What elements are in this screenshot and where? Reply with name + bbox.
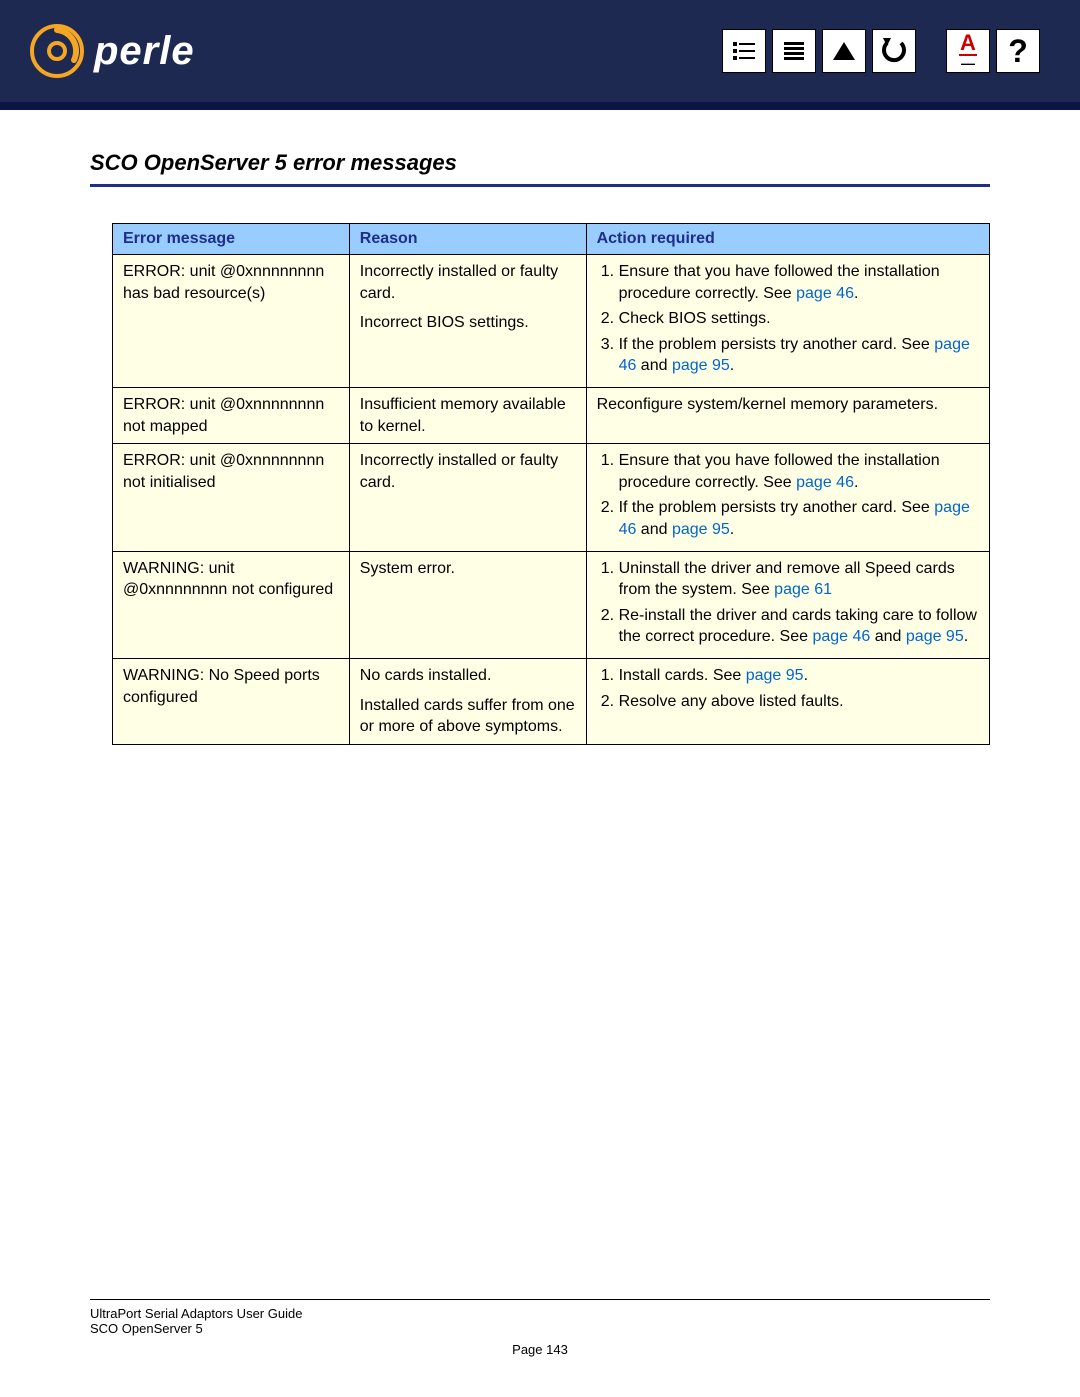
page-link[interactable]: page 95 bbox=[746, 667, 804, 684]
brand-logo: perle bbox=[30, 24, 195, 78]
help-icon[interactable]: ? bbox=[996, 29, 1040, 73]
cell-action: Ensure that you have followed the instal… bbox=[586, 444, 989, 551]
cell-action: Ensure that you have followed the instal… bbox=[586, 255, 989, 388]
brand-text: perle bbox=[94, 29, 195, 74]
header-bar: perle A— ? bbox=[0, 0, 1080, 110]
footer-line2: SCO OpenServer 5 bbox=[90, 1321, 990, 1336]
cell-reason: Incorrectly installed or faulty card.Inc… bbox=[349, 255, 586, 388]
table-row: ERROR: unit @0xnnnnnnnn has bad resource… bbox=[113, 255, 990, 388]
cell-reason: No cards installed.Installed cards suffe… bbox=[349, 658, 586, 744]
contents-icon[interactable] bbox=[722, 29, 766, 73]
page-link[interactable]: page 95 bbox=[906, 628, 964, 645]
toolbar: A— ? bbox=[722, 29, 1040, 73]
page-link[interactable]: page 95 bbox=[672, 521, 730, 538]
table-row: WARNING: No Speed ports configuredNo car… bbox=[113, 658, 990, 744]
index-icon[interactable] bbox=[772, 29, 816, 73]
up-icon[interactable] bbox=[822, 29, 866, 73]
table-row: ERROR: unit @0xnnnnnnnn not mappedInsuff… bbox=[113, 387, 990, 443]
perle-logo-icon bbox=[30, 24, 84, 78]
page-content: SCO OpenServer 5 error messages Error me… bbox=[0, 110, 1080, 745]
cell-reason: Insufficient memory available to kernel. bbox=[349, 387, 586, 443]
section-title: SCO OpenServer 5 error messages bbox=[90, 150, 990, 187]
page-link[interactable]: page 46 bbox=[796, 285, 854, 302]
page-footer: UltraPort Serial Adaptors User Guide SCO… bbox=[90, 1299, 990, 1357]
table-header-row: Error message Reason Action required bbox=[113, 224, 990, 255]
th-error-message: Error message bbox=[113, 224, 350, 255]
cell-error-message: ERROR: unit @0xnnnnnnnn has bad resource… bbox=[113, 255, 350, 388]
page-link[interactable]: page 61 bbox=[774, 581, 832, 598]
cell-action: Uninstall the driver and remove all Spee… bbox=[586, 551, 989, 658]
cell-reason: Incorrectly installed or faulty card. bbox=[349, 444, 586, 551]
cell-error-message: ERROR: unit @0xnnnnnnnn not mapped bbox=[113, 387, 350, 443]
page-link[interactable]: page 46 bbox=[796, 474, 854, 491]
cell-error-message: WARNING: No Speed ports configured bbox=[113, 658, 350, 744]
error-table: Error message Reason Action required ERR… bbox=[112, 223, 990, 745]
th-action: Action required bbox=[586, 224, 989, 255]
cell-error-message: ERROR: unit @0xnnnnnnnn not initialised bbox=[113, 444, 350, 551]
table-row: ERROR: unit @0xnnnnnnnn not initialisedI… bbox=[113, 444, 990, 551]
cell-action: Reconfigure system/kernel memory paramet… bbox=[586, 387, 989, 443]
cell-error-message: WARNING: unit @0xnnnnnnnn not configured bbox=[113, 551, 350, 658]
spellcheck-icon[interactable]: A— bbox=[946, 29, 990, 73]
back-icon[interactable] bbox=[872, 29, 916, 73]
footer-page: Page 143 bbox=[90, 1342, 990, 1357]
footer-line1: UltraPort Serial Adaptors User Guide bbox=[90, 1306, 990, 1321]
page-link[interactable]: page 95 bbox=[672, 357, 730, 374]
th-reason: Reason bbox=[349, 224, 586, 255]
cell-action: Install cards. See page 95.Resolve any a… bbox=[586, 658, 989, 744]
page-link[interactable]: page 46 bbox=[812, 628, 870, 645]
table-row: WARNING: unit @0xnnnnnnnn not configured… bbox=[113, 551, 990, 658]
cell-reason: System error. bbox=[349, 551, 586, 658]
